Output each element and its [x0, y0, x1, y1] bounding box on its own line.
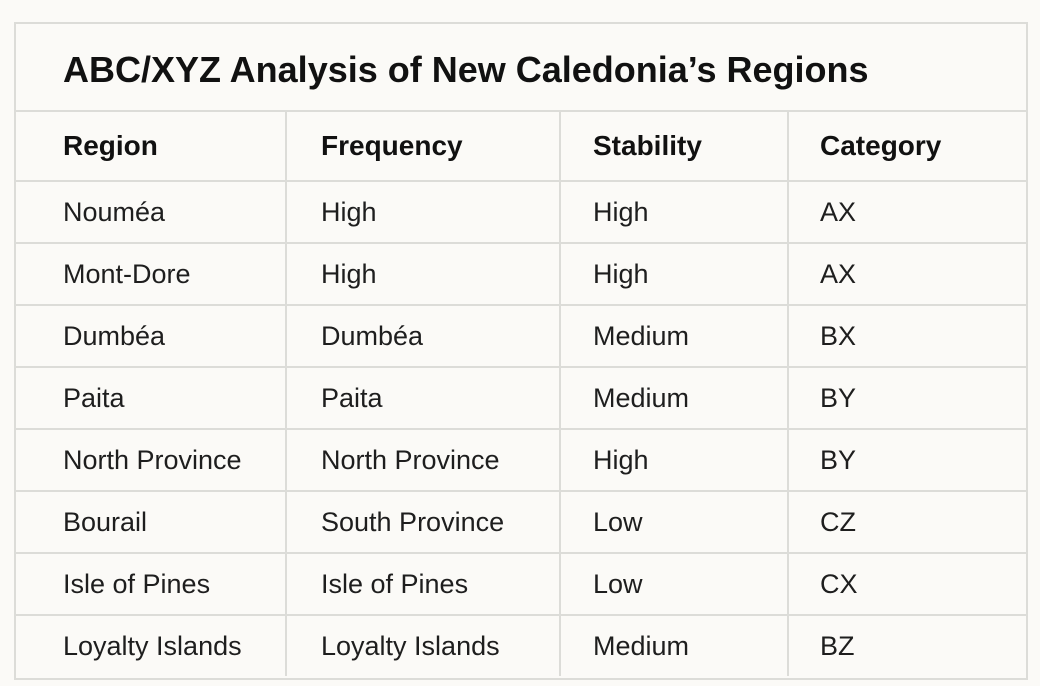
table-cell: High	[559, 242, 789, 306]
header-cell: Region	[16, 112, 287, 182]
table-cell: Isle of Pines	[16, 552, 287, 616]
table-cell: Dumbéa	[16, 304, 287, 368]
table-row: Isle of Pines Isle of Pines Low CX	[16, 552, 1026, 616]
table-cell: High	[285, 181, 561, 244]
table-row: Mont-Dore High High AX	[16, 242, 1026, 306]
header-cell: Frequency	[285, 112, 561, 182]
table-cell: High	[285, 242, 561, 306]
table-row: Nouméa High High AX	[16, 181, 1026, 244]
table-cell: South Province	[285, 490, 561, 554]
table-cell: North Province	[285, 428, 561, 492]
table-cell: AX	[787, 181, 1026, 244]
table-cell: BZ	[787, 614, 1026, 676]
table-cell: BY	[787, 366, 1026, 430]
table-row: Paita Paita Medium BY	[16, 366, 1026, 430]
table-cell: High	[559, 181, 789, 244]
table-cell: Medium	[559, 614, 789, 676]
table-card: ABC/XYZ Analysis of New Caledonia’s Regi…	[14, 22, 1028, 680]
header-cell: Category	[787, 112, 1026, 182]
table-row: Loyalty Islands Loyalty Islands Medium BZ	[16, 614, 1026, 676]
table-cell: BY	[787, 428, 1026, 492]
header-row: Region Frequency Stability Category	[16, 112, 1026, 182]
table-cell: Dumbéa	[285, 304, 561, 368]
table-cell: Low	[559, 490, 789, 554]
table-cell: Mont-Dore	[16, 242, 287, 306]
table-row: North Province North Province High BY	[16, 428, 1026, 492]
table-cell: Paita	[16, 366, 287, 430]
table-cell: CZ	[787, 490, 1026, 554]
table-cell: AX	[787, 242, 1026, 306]
table-cell: BX	[787, 304, 1026, 368]
table-cell: Paita	[285, 366, 561, 430]
table-cell: High	[559, 428, 789, 492]
table-title: ABC/XYZ Analysis of New Caledonia’s Regi…	[16, 24, 1026, 112]
data-table: Region Frequency Stability Category Nouméa H…	[16, 112, 1026, 676]
table-cell: CX	[787, 552, 1026, 616]
header-cell: Stability	[559, 112, 789, 182]
table-cell: Low	[559, 552, 789, 616]
table-cell: Nouméa	[16, 181, 287, 244]
table-cell: Bourail	[16, 490, 287, 554]
table-cell: North Province	[16, 428, 287, 492]
table-cell: Medium	[559, 304, 789, 368]
table-row: Bourail South Province Low CZ	[16, 490, 1026, 554]
table-cell: Loyalty Islands	[16, 614, 287, 676]
table-cell: Isle of Pines	[285, 552, 561, 616]
table-cell: Medium	[559, 366, 789, 430]
table-cell: Loyalty Islands	[285, 614, 561, 676]
table-row: Dumbéa Dumbéa Medium BX	[16, 304, 1026, 368]
